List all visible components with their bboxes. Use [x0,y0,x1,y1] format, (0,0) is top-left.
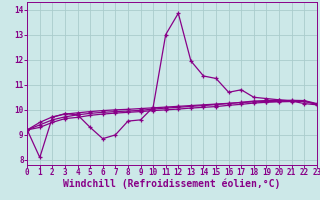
X-axis label: Windchill (Refroidissement éolien,°C): Windchill (Refroidissement éolien,°C) [63,179,281,189]
